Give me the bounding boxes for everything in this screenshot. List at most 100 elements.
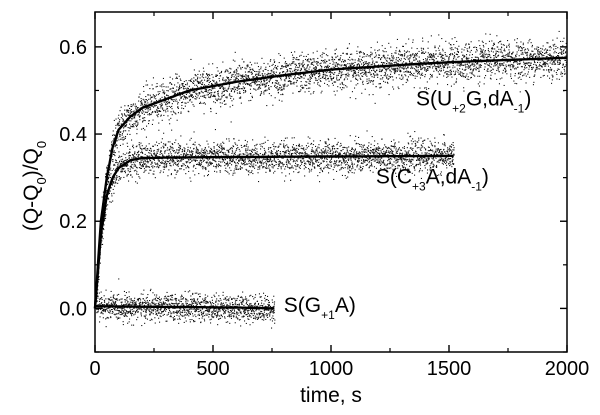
data-point [439,52,441,54]
data-point [503,56,505,58]
data-point [538,65,540,67]
data-point [498,48,500,50]
data-point [147,148,149,150]
data-point [497,69,499,71]
data-point [550,47,552,49]
data-point [148,143,150,145]
data-point [356,65,358,67]
data-point [265,66,267,68]
data-point [434,66,436,68]
data-point [258,81,260,83]
data-point [287,65,289,67]
data-point [285,66,287,68]
data-point [254,147,256,149]
data-point [166,94,168,96]
data-point [551,79,553,81]
data-point [369,68,371,70]
data-point [116,162,118,164]
data-point [422,52,424,54]
data-point [109,174,111,176]
data-point [429,59,431,61]
data-point [128,114,130,116]
data-point [485,33,487,35]
data-point [143,163,145,165]
data-point [519,91,521,93]
data-point [187,101,189,103]
data-point [319,55,321,57]
data-point [250,163,252,165]
data-point [256,84,258,86]
data-point [210,163,212,165]
data-point [197,163,199,165]
data-point [151,100,153,102]
data-point [216,82,218,84]
data-point [236,68,238,70]
data-point [523,63,525,65]
data-point [549,67,551,69]
data-point [437,64,439,66]
data-point [523,69,525,71]
data-point [116,176,118,178]
data-point [272,167,274,169]
data-point [446,73,448,75]
data-point [234,70,236,72]
data-point [187,97,189,99]
data-point [167,90,169,92]
data-point [136,108,138,110]
data-point [158,113,160,115]
data-point [489,70,491,72]
data-point [115,167,117,169]
data-point [512,51,514,53]
data-point [164,150,166,152]
data-point [254,158,256,160]
data-point [433,59,435,61]
data-point [112,153,114,155]
data-point [258,159,260,161]
data-point [402,66,404,68]
data-point [247,171,249,173]
data-point [159,91,161,93]
data-point [290,81,292,83]
data-point [491,63,493,65]
data-point [290,83,292,85]
data-point [467,67,469,69]
data-point [179,87,181,89]
data-point [558,59,560,61]
data-point [289,63,291,65]
data-point [229,106,231,108]
data-point [210,150,212,152]
data-point [265,85,267,87]
data-point [145,99,147,101]
data-point [429,73,431,75]
data-point [384,67,386,69]
data-point [451,76,453,78]
data-point [432,58,434,60]
data-point [430,35,432,37]
data-point [235,78,237,80]
data-point [160,150,162,152]
data-point [207,77,209,79]
data-point [233,79,235,81]
data-point [508,52,510,54]
data-point [334,64,336,66]
data-point [373,67,375,69]
data-point [214,166,216,168]
data-point [417,66,419,68]
data-point [449,66,451,68]
data-point [346,52,348,54]
data-point [198,164,200,166]
data-point [265,89,267,91]
data-point [427,41,429,43]
data-point [370,80,372,82]
data-point [365,61,367,63]
data-point [203,96,205,98]
data-point [527,51,529,53]
data-point [494,55,496,57]
data-point [289,80,291,82]
data-point [560,73,562,75]
data-point [351,63,353,65]
data-point [488,40,490,42]
data-point [265,158,267,160]
data-point [222,152,224,154]
data-point [556,78,558,80]
